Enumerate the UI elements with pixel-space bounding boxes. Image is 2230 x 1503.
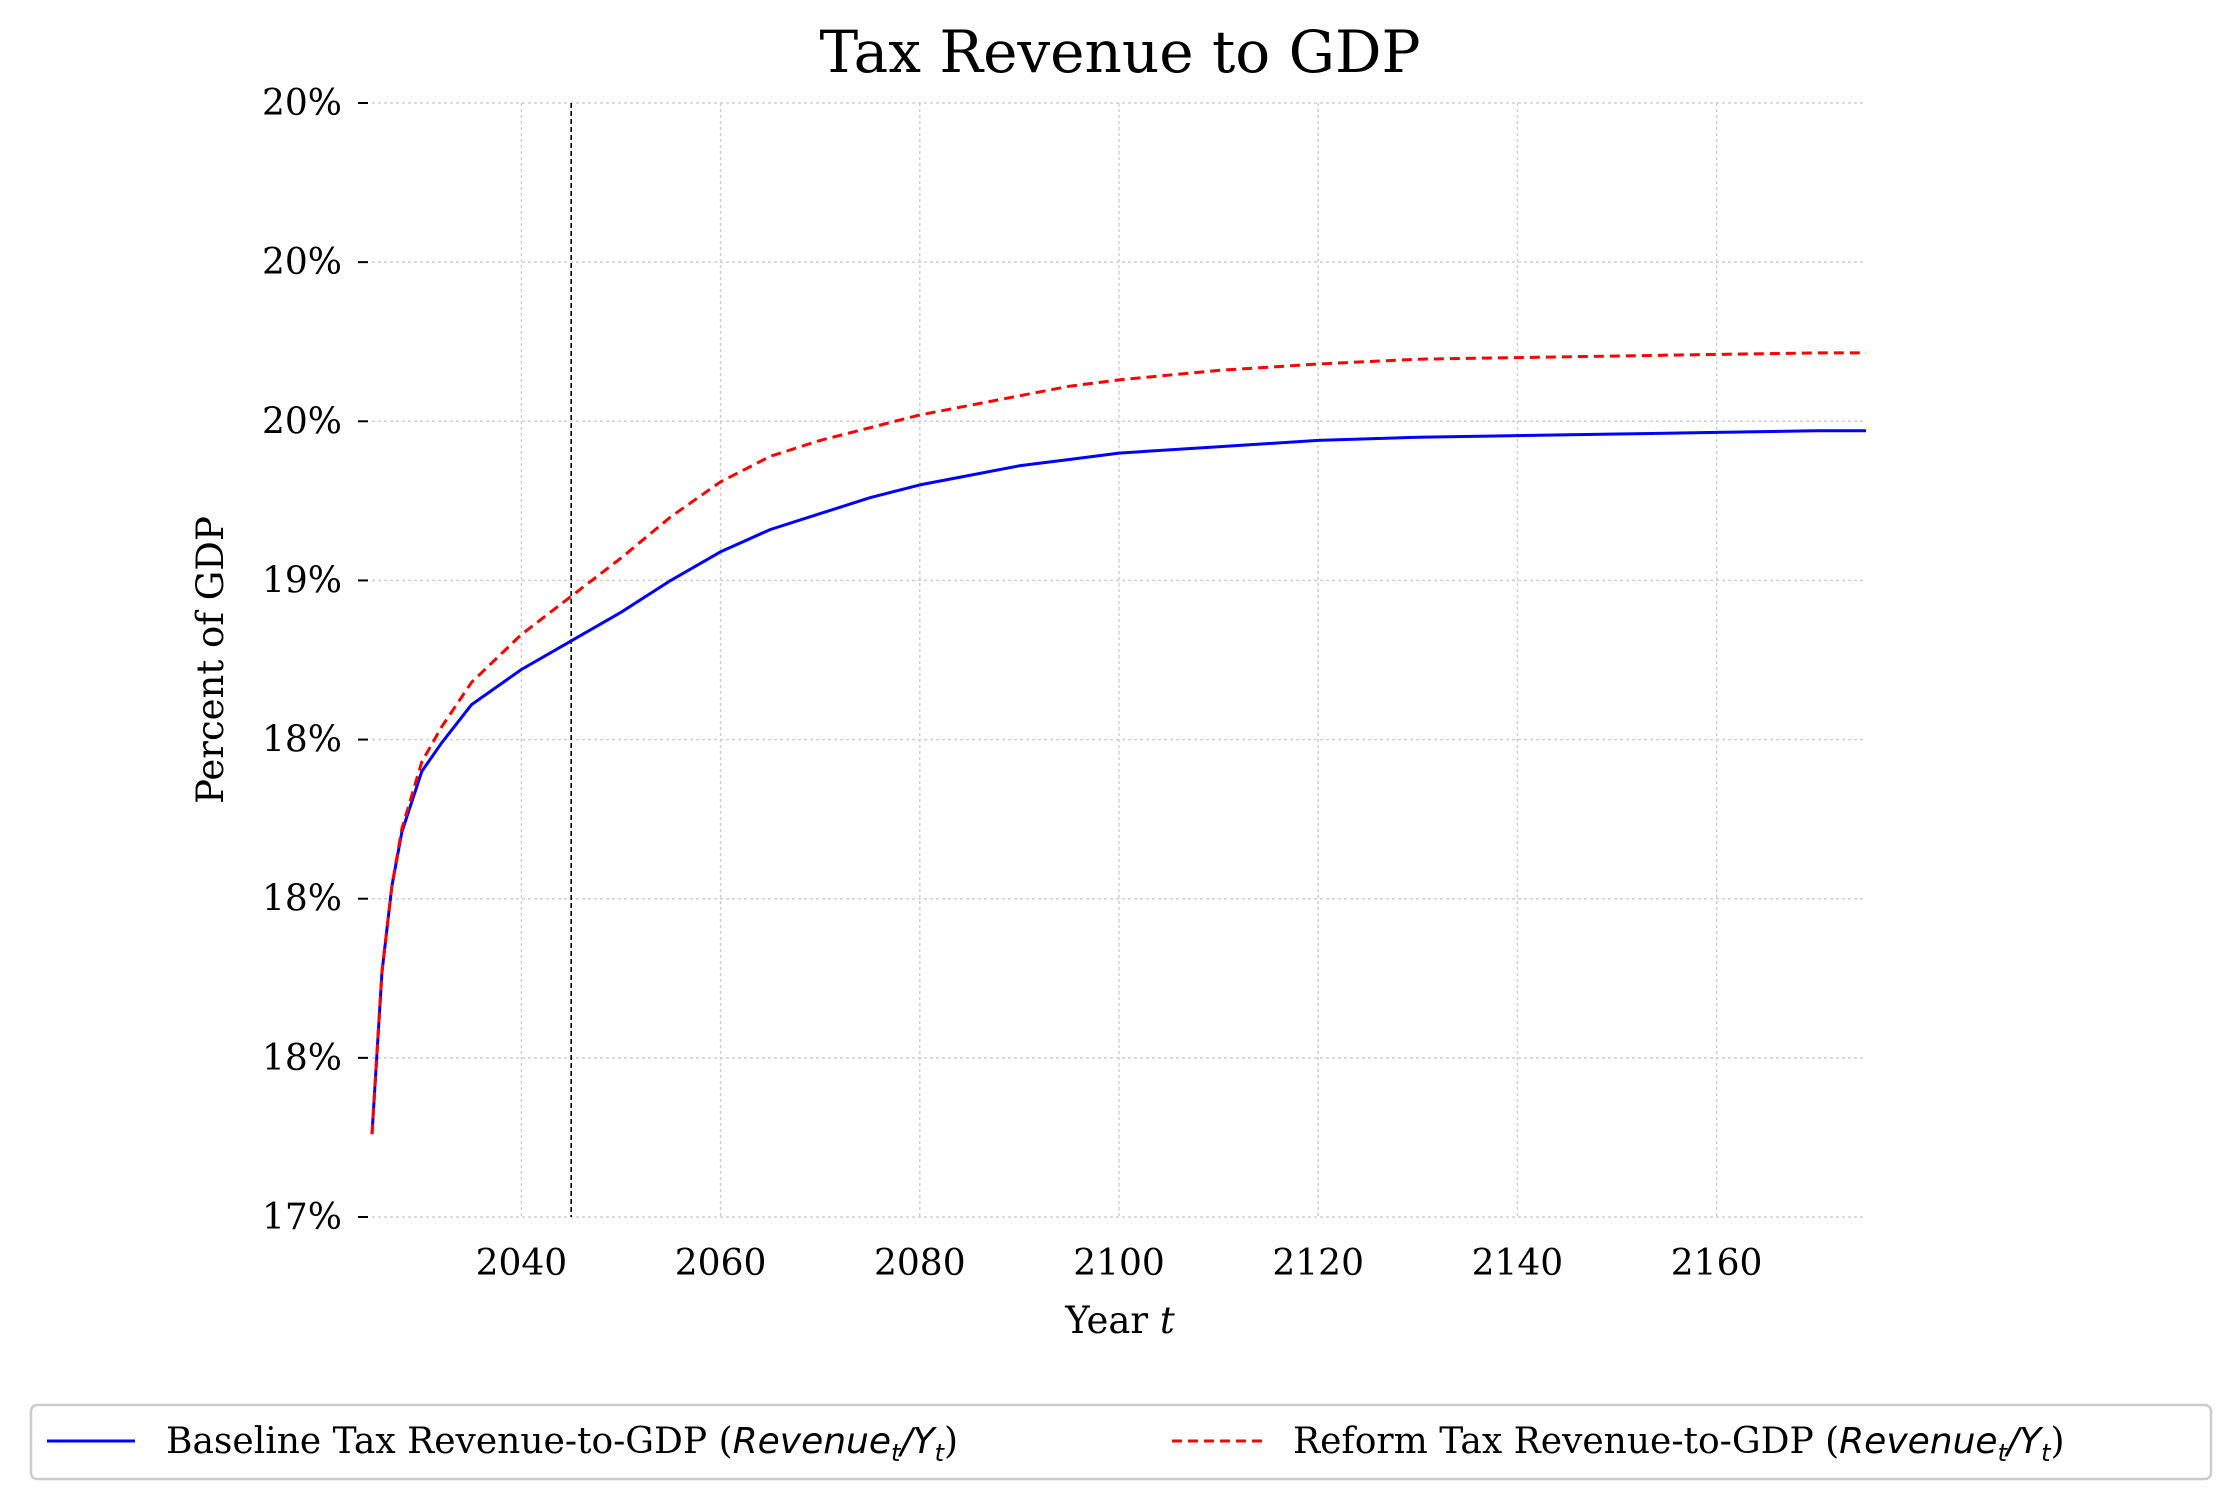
- y-tick-label: 20%: [262, 83, 342, 124]
- x-tick-label: 2060: [675, 1243, 767, 1284]
- x-tick-label: 2080: [874, 1243, 966, 1284]
- x-axis-label: Year t: [1064, 1299, 1175, 1342]
- baseline-revenue-line: [370, 429, 1866, 1135]
- chart-title: Tax Revenue to GDP: [820, 18, 1421, 86]
- y-tick-label: 18%: [262, 720, 342, 761]
- x-tick-label: 2120: [1272, 1243, 1364, 1284]
- series-lines: [370, 351, 1866, 1135]
- y-tick-label: 18%: [262, 879, 342, 920]
- grid: [372, 102, 1866, 1218]
- y-tick-label: 20%: [262, 401, 342, 442]
- reform-revenue-line: [370, 351, 1866, 1135]
- y-tick-label: 19%: [262, 560, 342, 601]
- x-tick-label: 2040: [476, 1243, 568, 1284]
- x-tick-label: 2100: [1073, 1243, 1165, 1284]
- legend-label-reform: Reform Tax Revenue-to-GDP (Revenuet/Yt): [1293, 1421, 2065, 1467]
- y-axis-label: Percent of GDP: [189, 516, 232, 804]
- y-tick-label: 17%: [262, 1197, 342, 1238]
- y-tick-label: 20%: [262, 242, 342, 283]
- y-axis-ticks: 17% 18% 18% 18% 19% 20% 20% 20%: [262, 83, 368, 1238]
- legend-label-baseline: Baseline Tax Revenue-to-GDP (Revenuet/Yt…: [166, 1421, 958, 1467]
- x-tick-label: 2160: [1671, 1243, 1763, 1284]
- x-axis-ticks: 2040 2060 2080 2100 2120 2140 2160: [476, 1243, 1763, 1284]
- x-tick-label: 2140: [1472, 1243, 1564, 1284]
- y-tick-label: 18%: [262, 1038, 342, 1079]
- legend-box: [29, 1403, 2213, 1481]
- legend: Baseline Tax Revenue-to-GDP (Revenuet/Yt…: [29, 1403, 2213, 1481]
